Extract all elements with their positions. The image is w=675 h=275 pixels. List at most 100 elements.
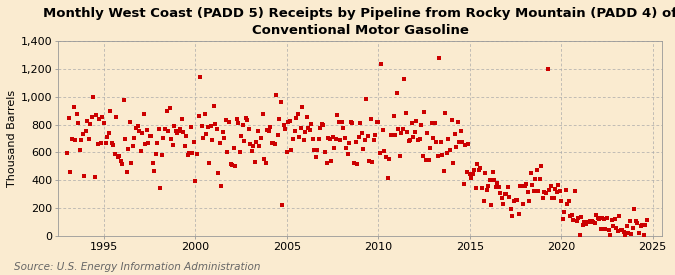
Point: [472, 162, 483, 166]
Point: [478, 199, 489, 204]
Point: [82, 119, 92, 123]
Point: [100, 141, 111, 145]
Point: [417, 154, 428, 158]
Point: [427, 120, 437, 125]
Point: [568, 218, 579, 222]
Point: [588, 220, 599, 224]
Point: [608, 224, 618, 228]
Point: [103, 130, 114, 135]
Point: [246, 148, 257, 153]
Point: [79, 174, 90, 178]
Point: [245, 142, 256, 146]
Point: [332, 112, 343, 117]
Point: [313, 137, 324, 142]
Point: [637, 223, 647, 227]
Point: [279, 123, 290, 127]
Point: [630, 219, 641, 223]
Point: [317, 122, 327, 126]
Point: [481, 188, 492, 192]
Point: [178, 130, 189, 134]
Point: [376, 62, 387, 66]
Point: [239, 139, 250, 143]
Point: [92, 142, 103, 146]
Point: [553, 183, 564, 188]
Point: [572, 216, 583, 220]
Point: [260, 161, 271, 165]
Point: [263, 129, 274, 133]
Point: [152, 141, 163, 145]
Point: [500, 192, 510, 196]
Point: [463, 142, 474, 147]
Point: [227, 163, 238, 167]
Point: [283, 120, 294, 124]
Point: [548, 195, 559, 200]
Point: [545, 184, 556, 188]
Point: [73, 121, 84, 126]
Point: [312, 148, 323, 153]
Point: [161, 108, 172, 113]
Point: [266, 141, 277, 145]
Point: [525, 171, 536, 175]
Point: [301, 115, 312, 119]
Point: [543, 188, 554, 192]
Point: [495, 191, 506, 195]
Point: [547, 196, 558, 201]
Point: [157, 153, 167, 157]
Point: [217, 130, 228, 134]
Point: [521, 182, 532, 186]
Point: [582, 219, 593, 224]
Point: [232, 117, 242, 121]
Point: [140, 142, 151, 147]
Point: [449, 132, 460, 136]
Point: [362, 134, 373, 138]
Point: [460, 142, 470, 147]
Point: [504, 195, 515, 199]
Point: [155, 186, 166, 191]
Point: [412, 138, 423, 142]
Point: [219, 136, 230, 140]
Point: [295, 126, 306, 130]
Point: [143, 141, 154, 145]
Point: [209, 104, 219, 108]
Point: [468, 172, 479, 176]
Point: [474, 167, 485, 172]
Point: [566, 212, 577, 217]
Point: [373, 120, 384, 124]
Point: [77, 132, 88, 137]
Point: [259, 157, 269, 161]
Point: [271, 93, 281, 98]
Point: [138, 112, 149, 116]
Point: [464, 172, 475, 176]
Point: [88, 95, 99, 99]
Point: [577, 223, 588, 227]
Point: [348, 161, 359, 165]
Point: [434, 56, 445, 60]
Point: [111, 115, 122, 120]
Point: [164, 106, 175, 111]
Point: [137, 131, 148, 135]
Point: [405, 138, 416, 142]
Point: [74, 148, 85, 152]
Point: [144, 134, 155, 138]
Point: [335, 138, 346, 142]
Point: [410, 130, 421, 134]
Point: [422, 130, 433, 135]
Point: [321, 161, 332, 165]
Point: [135, 148, 146, 153]
Point: [576, 214, 587, 219]
Point: [512, 198, 522, 202]
Point: [599, 217, 610, 221]
Point: [122, 170, 132, 174]
Point: [306, 122, 317, 127]
Title: Monthly West Coast (PADD 5) Receipts by Pipeline from Rocky Mountain (PADD 4) of: Monthly West Coast (PADD 5) Receipts by …: [43, 7, 675, 37]
Point: [530, 177, 541, 182]
Point: [612, 228, 623, 233]
Point: [435, 139, 446, 144]
Point: [487, 169, 498, 174]
Point: [570, 188, 580, 193]
Point: [114, 153, 125, 158]
Point: [585, 219, 595, 223]
Point: [393, 127, 404, 131]
Point: [429, 120, 440, 125]
Point: [462, 170, 472, 175]
